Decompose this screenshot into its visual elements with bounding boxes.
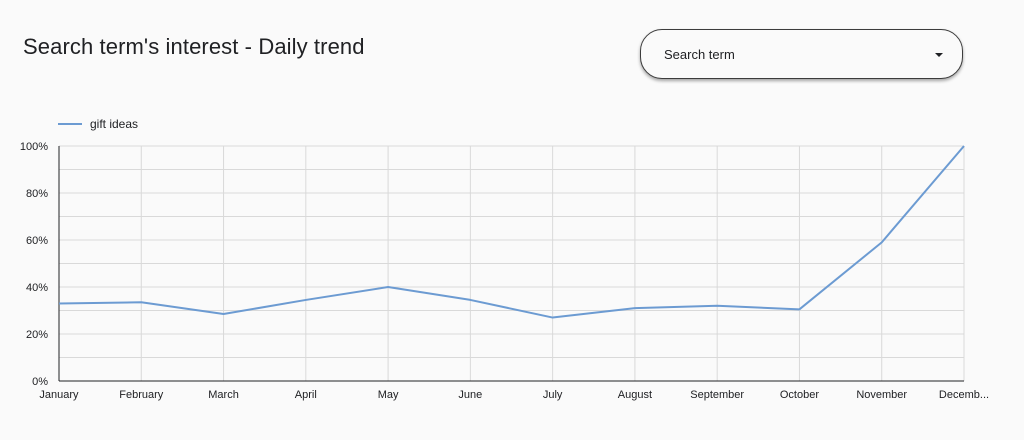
x-tick-label: February bbox=[119, 389, 164, 401]
series-layer bbox=[58, 145, 965, 319]
y-tick-label: 0% bbox=[32, 376, 48, 388]
legend-label: gift ideas bbox=[90, 117, 139, 131]
x-tick-label: June bbox=[458, 389, 482, 401]
search-term-dropdown[interactable]: Search term bbox=[640, 29, 963, 79]
x-tick-label: March bbox=[208, 389, 239, 401]
x-tick-label: September bbox=[690, 389, 744, 401]
x-tick-label: July bbox=[543, 389, 563, 401]
y-tick-label: 80% bbox=[26, 188, 48, 200]
y-tick-label: 20% bbox=[26, 329, 48, 341]
y-tick-label: 60% bbox=[26, 235, 48, 247]
series-line bbox=[58, 145, 965, 319]
x-tick-label: November bbox=[856, 389, 907, 401]
x-tick-label: October bbox=[780, 389, 819, 401]
axis-layer: 0% 20% 40% 60% 80% 100% January February March Ap… bbox=[20, 141, 989, 401]
y-tick-label: 100% bbox=[20, 141, 48, 153]
x-tick-label: Decemb... bbox=[939, 389, 989, 401]
chart-legend: gift ideas bbox=[58, 117, 138, 131]
legend-swatch bbox=[58, 123, 82, 125]
y-tick-label: 40% bbox=[26, 282, 48, 294]
x-tick-label: May bbox=[378, 389, 399, 401]
grid-layer bbox=[58, 145, 965, 382]
page-title: Search term's interest - Daily trend bbox=[23, 34, 365, 59]
dropdown-label: Search term bbox=[664, 47, 735, 62]
x-tick-label: January bbox=[39, 389, 79, 401]
x-tick-label: April bbox=[295, 389, 317, 401]
caret-down-icon bbox=[935, 53, 943, 57]
x-tick-label: August bbox=[618, 389, 652, 401]
